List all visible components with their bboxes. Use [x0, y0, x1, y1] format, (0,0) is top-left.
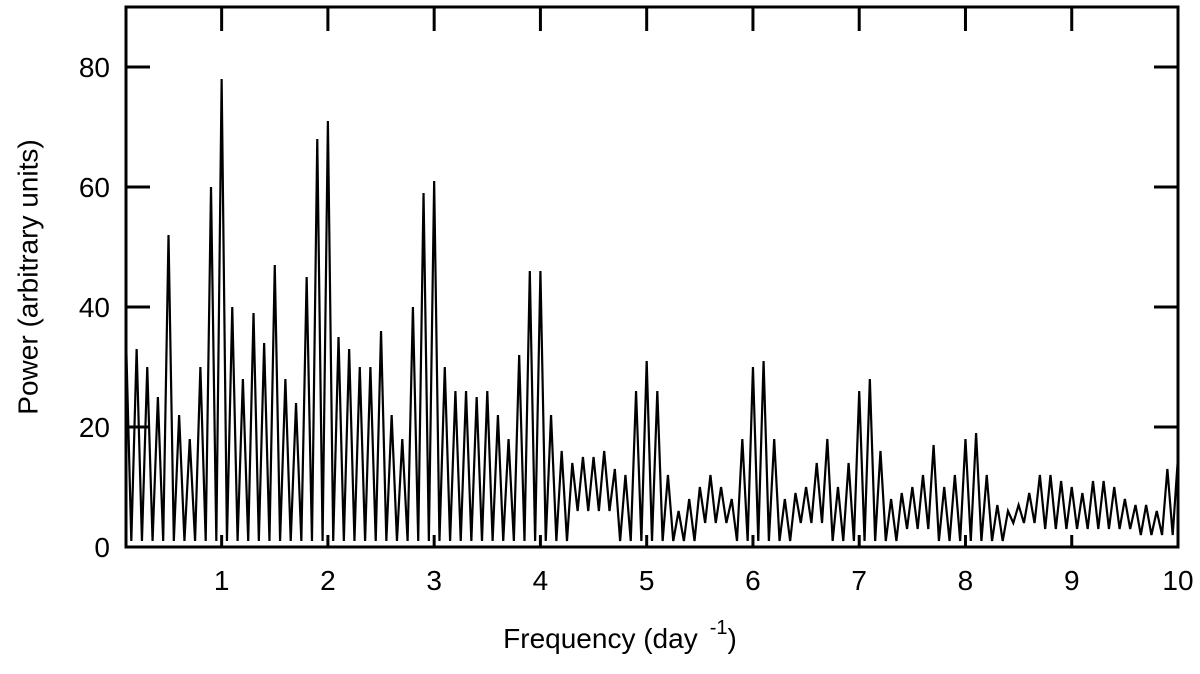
y-tick-label: 20 — [79, 412, 110, 443]
x-tick-label: 9 — [1064, 565, 1080, 596]
x-tick-label: 5 — [639, 565, 655, 596]
x-tick-label: 8 — [958, 565, 974, 596]
x-tick-label: 10 — [1162, 565, 1193, 596]
y-tick-label: 60 — [79, 172, 110, 203]
x-tick-label: 3 — [426, 565, 442, 596]
x-label-text: Frequency (day — [503, 623, 698, 654]
x-tick-label: 6 — [745, 565, 761, 596]
x-tick-label: 7 — [851, 565, 867, 596]
y-tick-label: 40 — [79, 292, 110, 323]
power-spectrum — [124, 78, 1180, 542]
y-axis-label: Power (arbitrary units) — [12, 139, 43, 414]
y-tick-label: 0 — [94, 532, 110, 563]
x-tick-label: 2 — [320, 565, 336, 596]
x-label-superscript: -1 — [710, 617, 728, 639]
plot-frame — [124, 5, 1180, 549]
x-axis-label: Frequency (day -1) — [503, 617, 737, 654]
x-tick-label: 4 — [533, 565, 549, 596]
y-tick-label: 80 — [79, 52, 110, 83]
x-label-suffix: ) — [728, 623, 737, 654]
x-tick-label: 1 — [214, 565, 230, 596]
